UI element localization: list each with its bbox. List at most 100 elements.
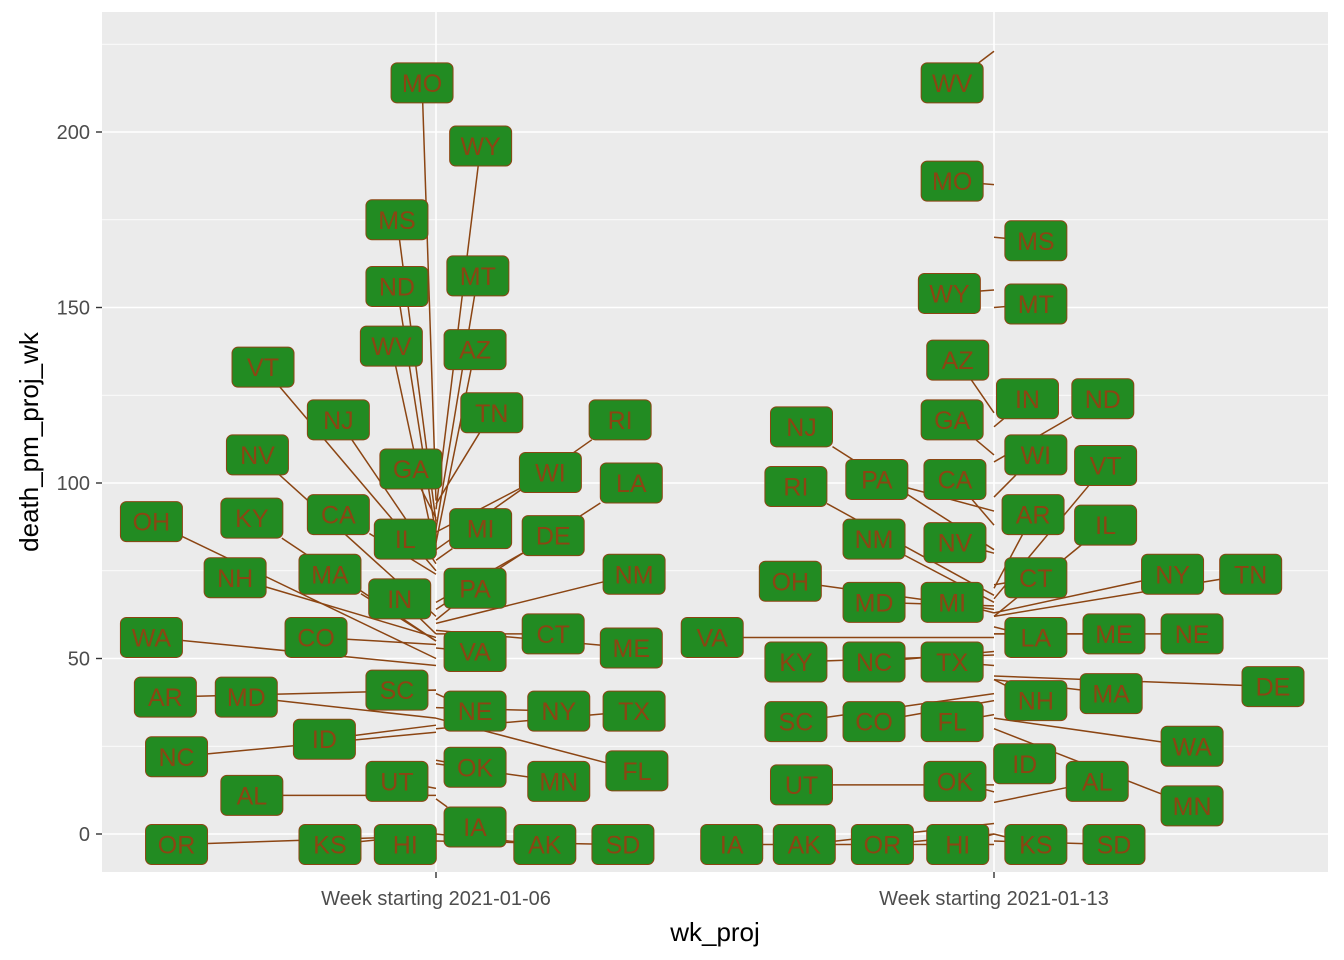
state-label-text: NC: [856, 649, 892, 677]
state-label-text: AK: [788, 832, 822, 860]
connector-line: [978, 50, 995, 64]
state-label: NV: [225, 434, 289, 476]
state-label-box: [1160, 613, 1224, 655]
connector-line: [435, 692, 445, 698]
state-label-text: AR: [1016, 502, 1051, 530]
state-label: MA: [298, 553, 362, 595]
state-label-text: DE: [536, 523, 571, 551]
state-label: SC: [764, 701, 828, 743]
state-label-box: [203, 557, 267, 599]
state-label-box: [527, 690, 591, 732]
state-label-text: OH: [772, 568, 810, 596]
state-label-text: RI: [608, 407, 633, 435]
state-label-box: [214, 676, 278, 718]
state-label: PA: [443, 567, 507, 609]
state-label: MS: [365, 199, 429, 241]
state-label-text: WV: [932, 70, 973, 98]
state-label: TX: [602, 690, 666, 732]
state-label: AZ: [443, 329, 507, 371]
state-label: WI: [518, 451, 582, 493]
state-label-box: [284, 616, 348, 658]
state-label: NC: [842, 641, 906, 683]
connector-line: [346, 638, 437, 646]
y-tick-label: 0: [79, 824, 90, 846]
connector-line: [985, 788, 995, 793]
state-label: ND: [365, 265, 429, 307]
state-label-box: [527, 760, 591, 802]
state-label-box: [769, 764, 833, 806]
state-label: MO: [390, 62, 454, 104]
state-label-box: [920, 641, 984, 683]
state-label: IN: [368, 578, 432, 620]
state-label-box: [220, 774, 284, 816]
state-label: HI: [373, 824, 437, 866]
state-label-box: [1082, 824, 1146, 866]
state-label-box: [1004, 680, 1068, 722]
state-label: WY: [449, 125, 513, 167]
state-label: NH: [203, 557, 267, 599]
state-label-box: [306, 399, 370, 441]
state-label-box: [373, 824, 437, 866]
state-label-box: [145, 736, 209, 778]
state-label-text: DE: [1256, 674, 1291, 702]
state-label: WA: [1160, 725, 1224, 767]
state-label: KS: [298, 824, 362, 866]
state-label: DE: [521, 515, 585, 557]
state-label-text: SD: [1097, 832, 1132, 860]
state-label-text: NJ: [323, 407, 354, 435]
state-label-box: [764, 641, 828, 683]
state-label-box: [993, 743, 1057, 785]
state-label-text: OH: [133, 509, 171, 537]
state-label: MT: [1004, 283, 1068, 325]
connector-line: [993, 474, 1017, 498]
state-label: NV: [923, 522, 987, 564]
state-label-box: [365, 669, 429, 711]
state-label: NY: [1141, 553, 1205, 595]
connector-line: [435, 548, 453, 561]
x-axis: Week starting 2021-01-06 Week starting 20…: [321, 872, 1109, 910]
state-label-box: [605, 750, 669, 792]
state-label: IA: [443, 806, 507, 848]
state-label-text: WY: [929, 280, 970, 308]
state-label-box: [1065, 760, 1129, 802]
state-labels: MO WY MS ND MT WV AZ VT TN NJ RI NV GA WI LA OH KY CA MI IL…: [119, 62, 1305, 866]
connector-line: [993, 418, 1005, 428]
state-label-box: [920, 62, 984, 104]
state-label-box: [1004, 616, 1068, 658]
state-label-text: OR: [864, 832, 902, 860]
y-tick-label: 150: [57, 298, 90, 320]
state-label: HI: [926, 824, 990, 866]
state-label-box: [373, 518, 437, 560]
state-label-text: SD: [606, 832, 641, 860]
state-label-box: [133, 676, 197, 718]
state-label-box: [680, 616, 744, 658]
state-label-text: MA: [311, 561, 349, 589]
state-label: KY: [220, 497, 284, 539]
state-label-text: NE: [1175, 621, 1210, 649]
state-label-text: NY: [541, 698, 576, 726]
state-label-box: [518, 451, 582, 493]
state-label-text: CT: [1019, 565, 1052, 593]
state-label: NE: [1160, 613, 1224, 655]
connector-line: [993, 626, 1006, 631]
state-label-text: IA: [463, 814, 487, 842]
state-label: CO: [284, 616, 348, 658]
state-label-text: WA: [1172, 733, 1212, 761]
state-label-box: [920, 399, 984, 441]
state-label-text: LA: [616, 470, 647, 498]
connector-line: [975, 439, 995, 456]
state-label-text: TN: [1234, 561, 1267, 589]
state-label-box: [298, 824, 362, 866]
state-label-box: [772, 824, 836, 866]
connector-line: [265, 586, 437, 639]
state-label: NM: [602, 553, 666, 595]
state-label-box: [306, 494, 370, 536]
state-label: UT: [365, 760, 429, 802]
state-label-text: MN: [539, 768, 578, 796]
state-label-box: [917, 272, 981, 314]
state-label: CA: [306, 494, 370, 536]
state-label-box: [923, 522, 987, 564]
state-label: MI: [920, 581, 984, 623]
state-label: OR: [145, 824, 209, 866]
